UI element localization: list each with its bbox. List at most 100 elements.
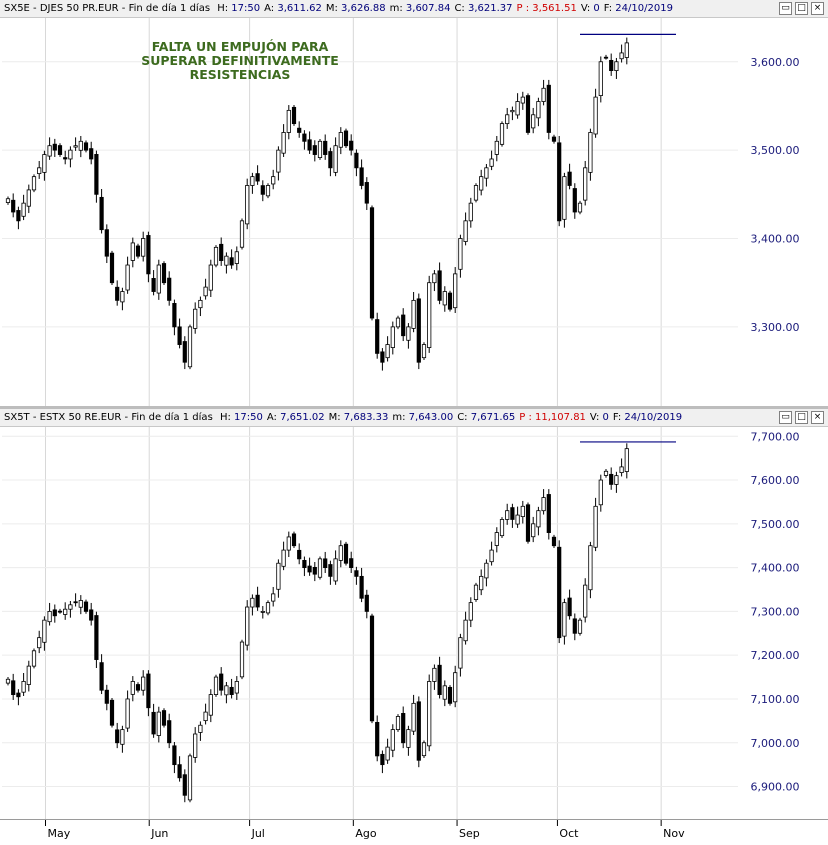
candle bbox=[276, 559, 281, 598]
sx5e-chart[interactable]: 3,300.00 3,400.00 3,500.00 3,600.00 bbox=[0, 18, 828, 406]
candle bbox=[115, 280, 120, 306]
candle bbox=[37, 630, 42, 654]
candle bbox=[619, 44, 624, 63]
candle bbox=[380, 348, 385, 371]
candle bbox=[286, 531, 291, 558]
candle bbox=[458, 234, 463, 278]
candle bbox=[364, 589, 369, 619]
close-button[interactable]: × bbox=[811, 2, 824, 15]
quote-field-value: 7,683.33 bbox=[340, 412, 389, 423]
quote-field-value: 24/10/2019 bbox=[621, 412, 683, 423]
candle bbox=[16, 689, 21, 706]
candle bbox=[234, 246, 239, 271]
candle bbox=[427, 674, 432, 752]
candle bbox=[354, 566, 359, 585]
candle bbox=[338, 127, 343, 155]
quote-field-label: H: bbox=[217, 3, 229, 14]
candle bbox=[583, 160, 588, 206]
quote-field: M: 3,626.88 bbox=[326, 3, 386, 14]
candle bbox=[265, 183, 271, 199]
y-tick-label: 6,900.00 bbox=[751, 781, 800, 794]
quote-field-value: 3,621.37 bbox=[464, 3, 513, 14]
y-tick-label: 7,300.00 bbox=[751, 605, 800, 618]
candle bbox=[395, 315, 401, 330]
candle bbox=[369, 613, 375, 724]
quote-field: A: 3,611.62 bbox=[264, 3, 322, 14]
candle bbox=[624, 443, 629, 479]
candle bbox=[333, 137, 338, 177]
quote-field-label: P : bbox=[516, 3, 530, 14]
close-button[interactable]: × bbox=[811, 411, 824, 424]
candle bbox=[161, 261, 167, 285]
quote-field: m: 3,607.84 bbox=[390, 3, 451, 14]
maximize-button[interactable]: □ bbox=[795, 2, 808, 15]
y-tick-label: 7,500.00 bbox=[751, 518, 800, 531]
candle bbox=[203, 703, 208, 725]
quote-field-value: 24/10/2019 bbox=[612, 3, 673, 14]
candle bbox=[312, 562, 317, 582]
candle bbox=[369, 205, 375, 321]
sx5t-instrument-name: SX5T - ESTX 50 RE.EUR - Fin de día 1 día… bbox=[4, 412, 213, 423]
x-tick-label: Ago bbox=[355, 827, 377, 840]
candle bbox=[359, 567, 364, 603]
candle bbox=[468, 597, 473, 628]
quote-field-label: F: bbox=[612, 412, 622, 423]
candle bbox=[385, 738, 390, 764]
maximize-button[interactable]: □ bbox=[795, 411, 808, 424]
candle bbox=[328, 147, 333, 177]
candle bbox=[437, 262, 442, 305]
quote-field-value: 7,651.02 bbox=[276, 412, 325, 423]
candle bbox=[177, 318, 182, 349]
y-tick-label: 7,000.00 bbox=[751, 737, 800, 750]
candle bbox=[562, 598, 567, 645]
candle bbox=[255, 586, 260, 611]
quote-field: M: 7,683.33 bbox=[329, 412, 389, 423]
candle bbox=[406, 323, 411, 349]
quote-field: V: 0 bbox=[590, 412, 609, 423]
quote-field-value: 17:50 bbox=[230, 412, 263, 423]
minimize-button[interactable]: ▭ bbox=[779, 2, 792, 15]
x-tick-label: Jun bbox=[150, 827, 168, 840]
candle bbox=[224, 681, 229, 704]
sx5e-title-bar: SX5E - DJES 50 PR.EUR - Fin de día 1 día… bbox=[0, 0, 828, 18]
candle bbox=[343, 541, 349, 566]
candle bbox=[5, 196, 11, 205]
x-tick-label: May bbox=[47, 827, 70, 840]
candle bbox=[125, 256, 130, 294]
candle bbox=[359, 159, 364, 190]
candle bbox=[167, 713, 172, 749]
candle bbox=[567, 163, 572, 190]
candle bbox=[141, 231, 146, 262]
y-tick-label: 7,400.00 bbox=[751, 562, 800, 575]
quote-field-label: C: bbox=[454, 3, 465, 14]
candle bbox=[94, 150, 99, 203]
candle bbox=[5, 676, 11, 686]
quote-field-value: 0 bbox=[599, 412, 609, 423]
sx5t-chart[interactable]: 6,900.00 7,000.00 7,100.00 7,200.00 7,300.00… bbox=[0, 427, 828, 819]
candle bbox=[603, 54, 609, 60]
candle bbox=[99, 654, 104, 695]
minimize-button[interactable]: ▭ bbox=[779, 411, 792, 424]
candle bbox=[26, 184, 31, 214]
candle bbox=[349, 551, 354, 573]
candle bbox=[562, 172, 567, 228]
sx5t-title-bar: SX5T - ESTX 50 RE.EUR - Fin de día 1 día… bbox=[0, 409, 828, 427]
candle bbox=[499, 517, 505, 538]
candle bbox=[317, 139, 323, 160]
candle bbox=[21, 194, 26, 221]
candle bbox=[151, 703, 156, 738]
candle bbox=[390, 724, 395, 758]
annotation-text: FALTA UN EMPUJÓN PARA SUPERAR DEFINITIVA… bbox=[120, 40, 360, 82]
candle bbox=[323, 551, 328, 573]
candle bbox=[234, 676, 239, 700]
candle bbox=[614, 57, 619, 79]
candle bbox=[546, 489, 551, 540]
quote-field: H: 17:50 bbox=[217, 3, 260, 14]
sx5e-window-buttons: ▭ □ × bbox=[776, 2, 824, 19]
candle bbox=[286, 105, 291, 140]
candle bbox=[104, 684, 109, 711]
quote-field-label: F: bbox=[603, 3, 613, 14]
panel-splitter[interactable] bbox=[0, 406, 828, 409]
quote-field: F: 24/10/2019 bbox=[613, 412, 682, 423]
candle bbox=[546, 79, 551, 140]
